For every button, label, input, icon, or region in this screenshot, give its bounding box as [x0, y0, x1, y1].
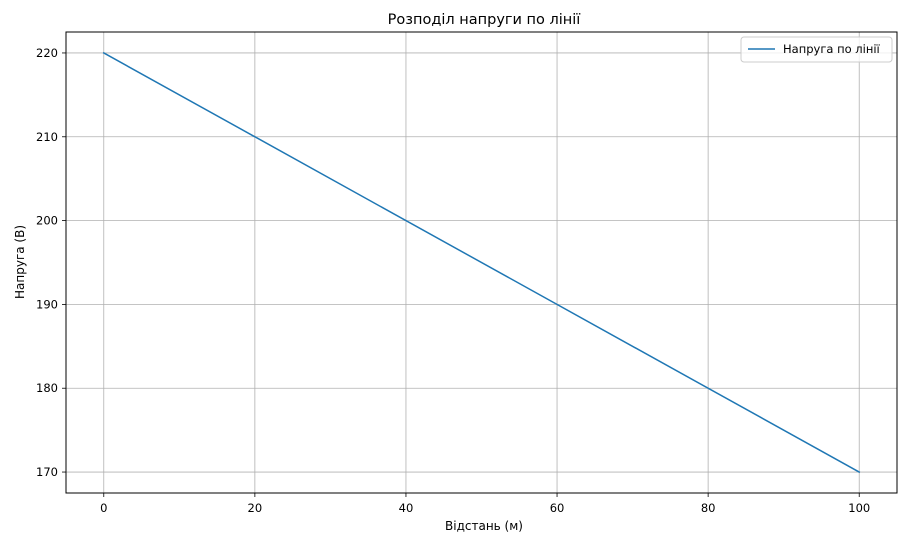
- x-tick-label: 100: [848, 501, 870, 515]
- x-tick-label: 40: [399, 501, 414, 515]
- data-series: [102, 51, 861, 474]
- plot-area-frame: [65, 31, 898, 494]
- chart-legend: Напруга по лінії: [740, 36, 893, 63]
- y-tick-label: 200: [36, 214, 58, 228]
- x-tick-label: 80: [701, 501, 716, 515]
- grid-lines: [66, 32, 897, 493]
- legend-series-label: Напруга по лінії: [783, 42, 881, 56]
- chart-title: Розподіл напруги по лінії: [388, 12, 582, 28]
- y-tick-label: 210: [36, 130, 58, 144]
- y-tick-label: 190: [36, 297, 58, 311]
- y-tick-label: 220: [36, 46, 58, 60]
- x-axis-label: Відстань (м): [445, 519, 523, 533]
- legend-box: [740, 36, 893, 63]
- y-axis-label: Напруга (В): [13, 225, 27, 299]
- y-tick-label: 180: [36, 381, 58, 395]
- axis-ticks: 0 20 40 60 80 100 170 180 190 200 210 220: [36, 46, 870, 515]
- y-tick-label: 170: [36, 465, 58, 479]
- x-tick-label: 0: [100, 501, 107, 515]
- x-tick-label: 20: [248, 501, 263, 515]
- x-tick-label: 60: [550, 501, 565, 515]
- series-line-0: [102, 51, 861, 474]
